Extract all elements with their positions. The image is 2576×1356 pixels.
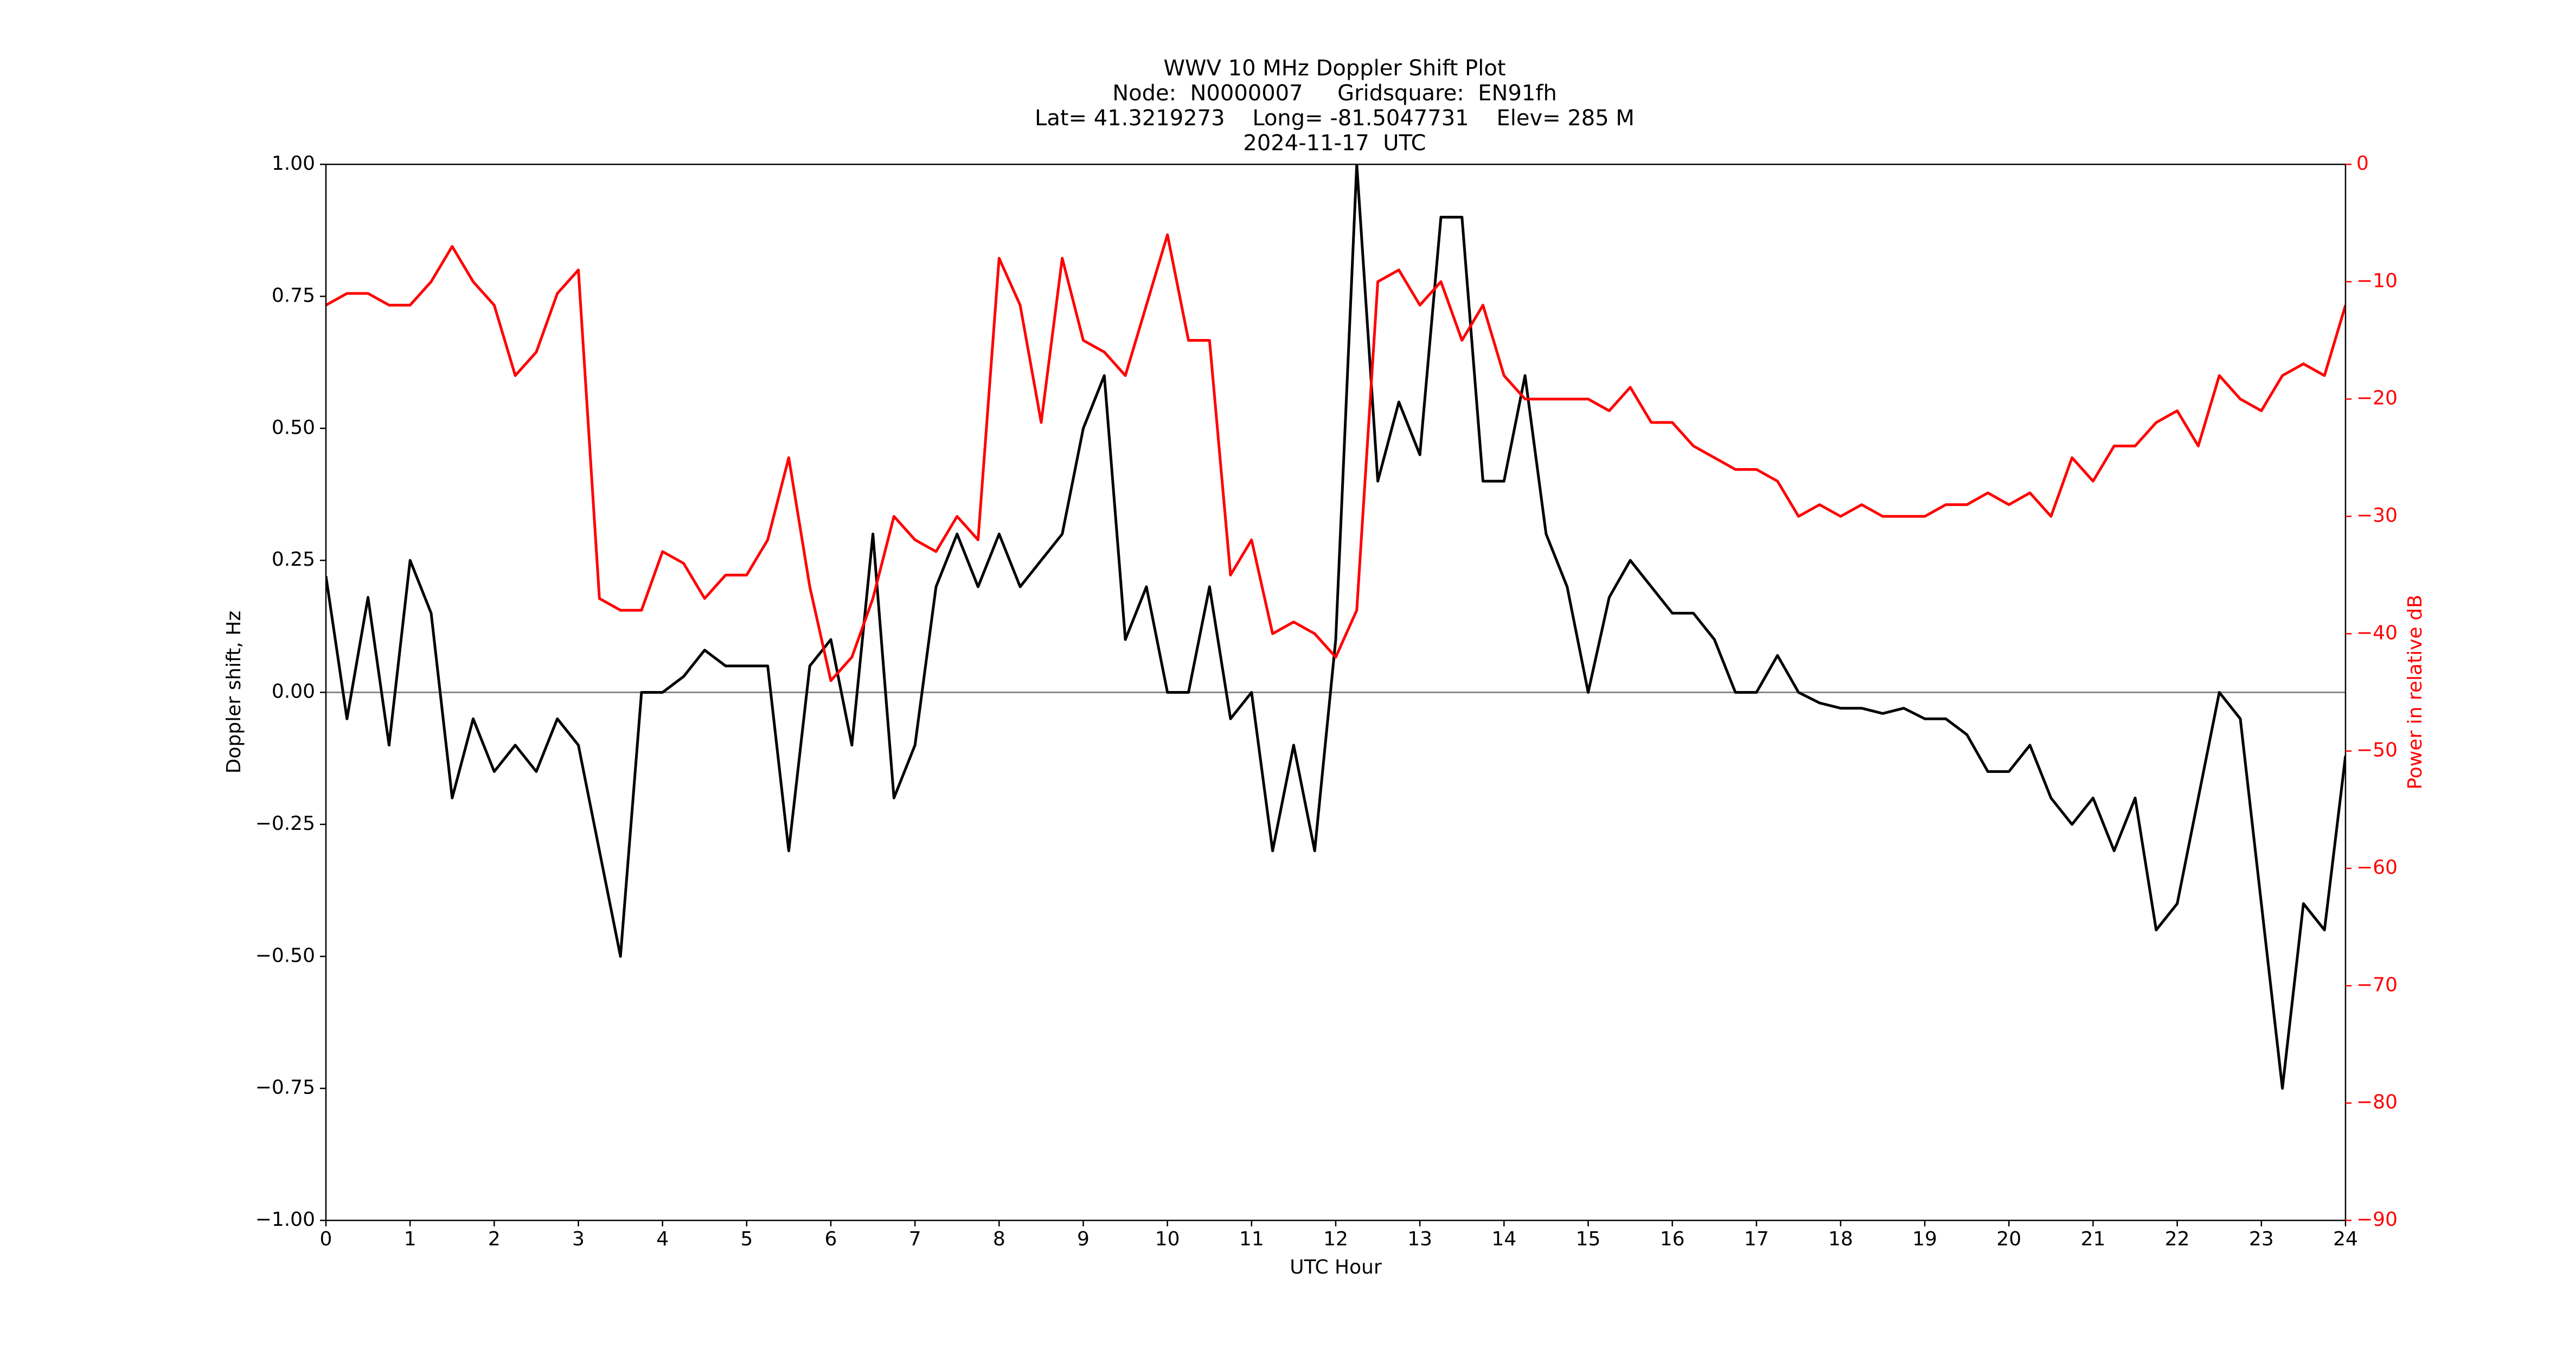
- x-tick-label: 3: [572, 1228, 585, 1250]
- x-tick-label: 12: [1323, 1228, 1348, 1250]
- x-tick-label: 13: [1407, 1228, 1432, 1250]
- x-tick-label: 20: [1996, 1228, 2021, 1250]
- y2-tick-label: −60: [2356, 856, 2398, 879]
- x-tick-label: 2: [488, 1228, 501, 1250]
- y-tick-label: 0.25: [272, 548, 315, 571]
- x-tick-label: 6: [825, 1228, 837, 1250]
- x-tick-label: 17: [1744, 1228, 1769, 1250]
- y-tick-label: −0.50: [255, 944, 315, 967]
- y2-tick-label: −70: [2356, 974, 2398, 996]
- x-tick-label: 14: [1491, 1228, 1516, 1250]
- x-tick-label: 15: [1576, 1228, 1601, 1250]
- y2-tick-label: −10: [2356, 270, 2398, 292]
- y2-axis-label: Power in relative dB: [2404, 594, 2426, 789]
- chart-title: Lat= 41.3219273 Long= -81.5047731 Elev= …: [1035, 106, 1635, 131]
- chart-title: 2024-11-17 UTC: [1243, 131, 1426, 156]
- y-tick-label: −1.00: [255, 1208, 315, 1231]
- y-tick-label: 0.75: [272, 284, 315, 306]
- x-tick-label: 11: [1239, 1228, 1264, 1250]
- x-tick-label: 0: [320, 1228, 332, 1250]
- x-tick-label: 5: [740, 1228, 753, 1250]
- y2-tick-label: −90: [2356, 1208, 2398, 1231]
- x-tick-label: 19: [1912, 1228, 1937, 1250]
- plot-area: [326, 164, 2346, 1090]
- y2-tick-label: −30: [2356, 504, 2398, 527]
- x-tick-label: 22: [2165, 1228, 2190, 1250]
- y-tick-label: −0.25: [255, 813, 315, 835]
- y-tick-label: 1.00: [272, 152, 315, 175]
- x-tick-label: 10: [1155, 1228, 1180, 1250]
- series-line: [326, 164, 2346, 1090]
- y2-tick-label: −40: [2356, 622, 2398, 644]
- y2-tick-label: 0: [2356, 152, 2369, 175]
- y-axis-label: Doppler shift, Hz: [223, 611, 245, 773]
- x-tick-label: 9: [1077, 1228, 1090, 1250]
- y-tick-label: 0.00: [272, 681, 315, 703]
- x-tick-label: 8: [993, 1228, 1005, 1250]
- x-tick-label: 23: [2249, 1228, 2274, 1250]
- x-tick-label: 7: [909, 1228, 921, 1250]
- x-tick-label: 16: [1660, 1228, 1685, 1250]
- y2-tick-label: −80: [2356, 1091, 2398, 1114]
- y-tick-label: 0.50: [272, 417, 315, 439]
- chart-title: WWV 10 MHz Doppler Shift Plot: [1163, 56, 1505, 81]
- x-tick-label: 4: [656, 1228, 669, 1250]
- chart-title: Node: N0000007 Gridsquare: EN91fh: [1112, 81, 1557, 106]
- y2-tick-label: −20: [2356, 387, 2398, 410]
- x-tick-label: 1: [404, 1228, 416, 1250]
- series-line: [326, 233, 2346, 682]
- y-tick-label: −0.75: [255, 1077, 315, 1099]
- x-tick-label: 24: [2333, 1228, 2358, 1250]
- x-tick-label: 18: [1828, 1228, 1853, 1250]
- x-axis-label: UTC Hour: [1290, 1256, 1382, 1278]
- x-tick-label: 21: [2081, 1228, 2106, 1250]
- y2-tick-label: −50: [2356, 739, 2398, 762]
